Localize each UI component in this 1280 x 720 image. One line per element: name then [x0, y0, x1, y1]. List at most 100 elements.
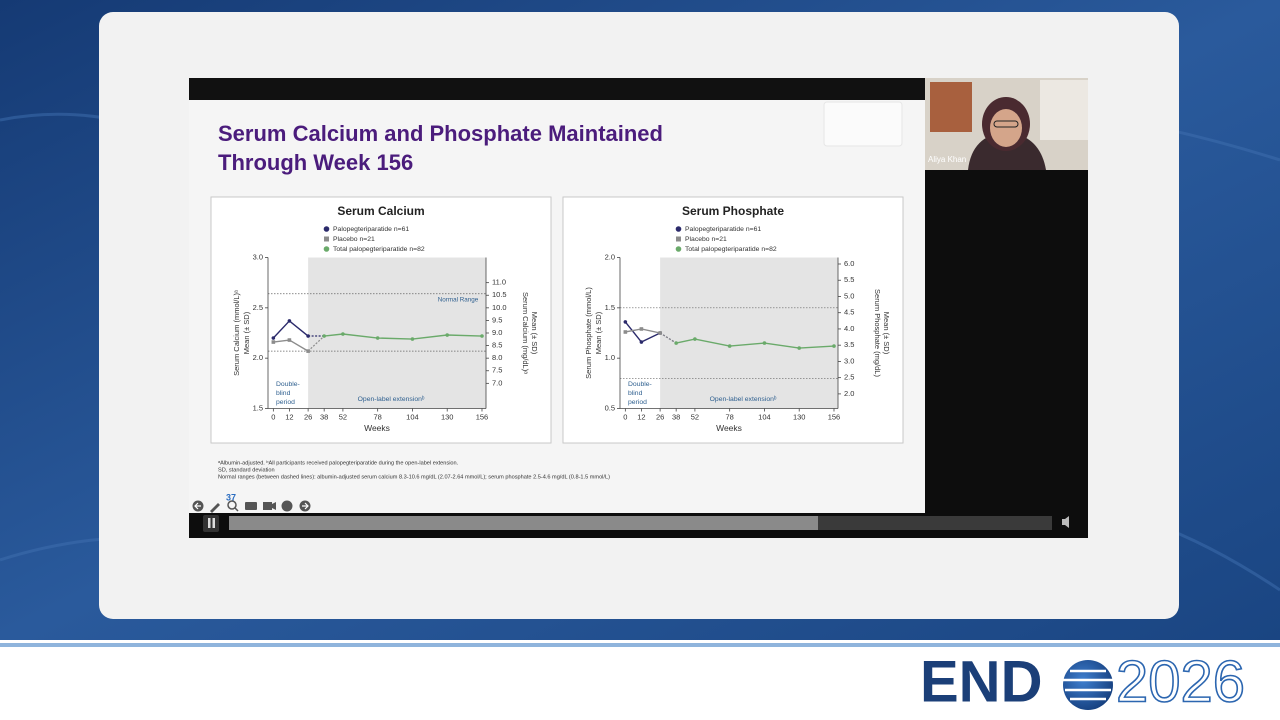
y-tick-label: 3.0	[253, 252, 263, 261]
data-point	[271, 340, 276, 344]
data-point	[410, 337, 415, 341]
logo-globe-lines	[1063, 669, 1113, 701]
open-label-shade	[308, 257, 486, 409]
volume-button[interactable]	[1062, 516, 1069, 528]
y-tick-label: 0.5	[605, 403, 615, 412]
legend-label: Placebo n=21	[685, 236, 727, 243]
x-tick-label: 78	[725, 412, 733, 421]
y2-tick-label: 5.0	[844, 291, 854, 300]
y2-axis-title: Serum Phosphate (mg/dL)	[873, 289, 882, 377]
period-label: period	[628, 399, 647, 406]
y-tick-label: 2.0	[605, 252, 615, 261]
pause-button[interactable]	[203, 515, 219, 532]
legend-marker	[675, 246, 682, 252]
y2-tick-label: 9.0	[492, 328, 502, 337]
data-point	[639, 327, 644, 331]
data-point	[639, 340, 644, 344]
x-tick-label: 52	[339, 412, 347, 421]
data-point	[623, 320, 628, 324]
period-label: blind	[276, 390, 291, 397]
y2-tick-label: 3.5	[844, 340, 854, 349]
video-top-bar	[189, 78, 925, 101]
x-tick-label: 52	[691, 412, 699, 421]
data-point	[658, 331, 662, 335]
y2-axis-title: Serum Calcium (mg/dL)ᵃ	[521, 292, 530, 374]
zoom-button[interactable]	[227, 500, 237, 510]
chart: Serum Calcium Palopegteriparatide n=61 Pla…	[210, 196, 552, 444]
wall-art	[930, 82, 972, 132]
x-tick-label: 38	[320, 412, 328, 421]
legend-marker	[323, 226, 330, 232]
slide-number: 37	[226, 492, 236, 502]
x-tick-label: 0	[271, 412, 275, 421]
footnote: Normal ranges (between dashed lines): al…	[218, 474, 610, 480]
y2-tick-label: 8.0	[492, 353, 502, 362]
legend-marker	[675, 226, 682, 232]
x-tick-label: 130	[793, 412, 806, 421]
y2-axis-title: Mean (± SD)	[530, 312, 539, 355]
chart-title: Serum Phosphate	[682, 204, 784, 218]
data-point	[341, 332, 345, 336]
x-axis-title: Weeks	[364, 423, 390, 433]
y2-tick-label: 10.0	[492, 303, 507, 312]
y-axis-title: Serum Calcium (mmol/L)ᵃ	[232, 290, 241, 376]
wall	[1040, 80, 1088, 140]
y-tick-label: 2.0	[253, 353, 263, 362]
period-label: Double-	[628, 381, 652, 388]
series-line	[324, 333, 483, 340]
zoom-icon	[234, 507, 239, 512]
footnote: SD, standard deviation	[218, 467, 275, 473]
x-tick-label: 26	[656, 412, 664, 421]
y-tick-label: 1.5	[253, 403, 263, 412]
data-point	[727, 344, 732, 348]
legend-label: Palopegteriparatide n=61	[333, 226, 409, 233]
legend-label: Placebo n=21	[333, 236, 375, 243]
data-point	[445, 333, 450, 337]
y2-tick-label: 9.5	[492, 315, 502, 324]
x-tick-label: 104	[758, 412, 771, 421]
y-tick-label: 2.5	[253, 303, 263, 312]
y2-axis-title: Mean (± SD)	[882, 312, 891, 355]
data-point	[693, 337, 697, 341]
more-button[interactable]	[281, 500, 293, 512]
camera-icon	[272, 502, 276, 510]
data-point	[287, 338, 292, 342]
data-point	[306, 349, 310, 353]
y-tick-label: 1.5	[605, 303, 615, 312]
legend-label: Palopegteriparatide n=61	[685, 226, 761, 233]
y2-tick-label: 8.5	[492, 341, 502, 350]
y2-tick-label: 3.0	[844, 356, 854, 365]
period-label: Double-	[276, 381, 300, 388]
pen-button[interactable]	[210, 503, 220, 513]
y2-tick-label: 2.0	[844, 389, 854, 398]
y-axis-title: Serum Phosphate (mmol/L)	[584, 287, 593, 379]
x-tick-label: 130	[441, 412, 454, 421]
speaker-body	[968, 132, 1046, 170]
progress-fill	[229, 516, 818, 530]
captions-button[interactable]	[245, 502, 257, 510]
speaker-name: Aliya Khan	[928, 155, 966, 164]
camera-button[interactable]	[263, 502, 272, 510]
data-point	[762, 341, 767, 345]
x-tick-label: 156	[828, 412, 841, 421]
x-tick-label: 0	[623, 412, 627, 421]
series-line	[676, 338, 835, 349]
period-label: blind	[628, 390, 643, 397]
footnote: ᵃAlbumin-adjusted. ᵇAll participants rec…	[218, 459, 459, 466]
data-point	[322, 334, 326, 338]
transition-line	[307, 335, 325, 352]
footer-stripe	[0, 643, 1280, 647]
chart-title: Serum Calcium	[337, 204, 424, 218]
y2-tick-label: 2.5	[844, 373, 854, 382]
data-point	[287, 319, 292, 323]
legend-label: Total palopegteriparatide n=82	[685, 246, 777, 253]
y-axis-title: Mean (± SD)	[242, 311, 251, 354]
y2-tick-label: 10.5	[492, 290, 507, 299]
x-tick-label: 156	[476, 412, 489, 421]
logo-globe	[1063, 660, 1113, 710]
y2-tick-label: 5.5	[844, 275, 854, 284]
legend-marker	[323, 246, 330, 252]
y-tick-label: 1.0	[605, 353, 615, 362]
y2-tick-label: 4.5	[844, 308, 854, 317]
data-point	[480, 334, 484, 338]
